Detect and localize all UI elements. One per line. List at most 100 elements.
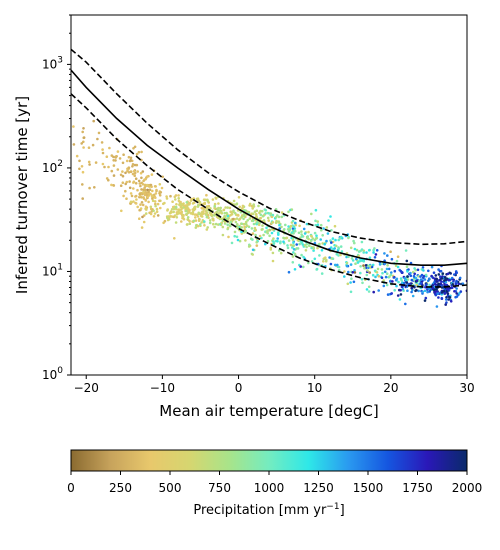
data-point	[142, 220, 146, 224]
data-point	[432, 276, 435, 280]
data-point	[197, 211, 200, 215]
data-point	[303, 232, 307, 235]
data-point	[271, 213, 275, 217]
data-point	[406, 275, 409, 278]
data-point	[402, 281, 406, 285]
data-point	[250, 252, 254, 256]
data-point	[276, 237, 280, 240]
data-point	[292, 251, 295, 254]
data-point	[325, 239, 328, 243]
data-point	[428, 290, 432, 293]
data-point	[286, 228, 290, 231]
data-point	[445, 301, 448, 304]
data-point	[446, 292, 450, 296]
data-point	[139, 207, 143, 210]
data-point	[140, 150, 143, 154]
data-point	[261, 224, 264, 227]
data-point	[240, 226, 243, 229]
data-point	[291, 255, 295, 258]
data-point	[101, 151, 105, 155]
data-point	[385, 267, 389, 271]
data-point	[396, 265, 400, 269]
data-point	[434, 283, 437, 286]
data-point	[415, 279, 419, 283]
data-point	[193, 213, 197, 216]
data-point	[336, 263, 339, 267]
data-point	[359, 249, 362, 253]
data-point	[316, 223, 320, 226]
data-point	[139, 171, 143, 175]
data-point	[322, 260, 325, 263]
data-point	[277, 220, 281, 223]
data-point	[361, 281, 364, 285]
data-point	[328, 256, 331, 259]
data-point	[264, 209, 268, 212]
data-point	[160, 186, 164, 190]
data-point	[371, 273, 375, 277]
data-point	[96, 137, 99, 141]
data-point	[229, 213, 232, 217]
data-point	[310, 260, 314, 263]
data-point	[200, 206, 203, 210]
data-point	[194, 205, 197, 209]
data-point	[291, 261, 295, 264]
data-point	[393, 289, 397, 292]
data-point	[81, 183, 84, 186]
data-point	[72, 143, 76, 146]
data-point	[105, 155, 109, 158]
data-point	[236, 238, 240, 242]
data-point	[196, 204, 200, 207]
data-point	[327, 219, 330, 222]
fit-line-bound-1	[71, 48, 467, 246]
data-point	[144, 205, 148, 208]
data-point	[437, 296, 440, 299]
data-point	[349, 246, 353, 250]
data-point	[132, 169, 136, 173]
data-point	[132, 180, 136, 183]
data-point	[217, 206, 220, 210]
data-point	[309, 234, 313, 238]
data-point	[194, 216, 197, 219]
data-point	[153, 185, 157, 188]
data-point	[338, 237, 342, 240]
data-point	[318, 254, 321, 257]
data-point	[183, 204, 187, 208]
data-point	[259, 216, 263, 220]
data-point	[138, 192, 141, 196]
data-point	[149, 212, 153, 216]
data-point	[200, 221, 203, 224]
data-point	[262, 219, 266, 222]
data-point	[448, 295, 451, 299]
data-point	[135, 198, 138, 201]
data-point	[383, 252, 386, 255]
data-point	[131, 165, 134, 168]
data-point	[202, 202, 206, 206]
data-point	[112, 159, 115, 162]
data-point	[142, 197, 146, 200]
data-point	[399, 288, 402, 292]
data-point	[251, 212, 255, 216]
data-point	[226, 226, 230, 230]
data-point	[107, 165, 110, 169]
data-point	[443, 292, 447, 295]
data-point	[145, 183, 149, 187]
data-point	[242, 214, 246, 217]
data-point	[355, 257, 358, 261]
data-point	[272, 237, 275, 240]
data-point	[325, 226, 329, 229]
data-point	[347, 255, 350, 259]
data-point	[284, 223, 287, 227]
data-point	[145, 191, 148, 194]
data-point	[112, 184, 116, 187]
y-axis-ticks: 100 101 102 103	[42, 14, 71, 382]
data-point	[367, 285, 371, 289]
data-point	[142, 214, 146, 217]
data-point	[127, 155, 131, 159]
data-point	[440, 277, 444, 280]
data-point	[423, 299, 427, 302]
colorbar-tick-label: 2000	[452, 481, 483, 495]
data-point	[283, 237, 286, 240]
data-point	[210, 213, 213, 216]
data-point	[94, 161, 98, 164]
data-point	[175, 203, 178, 206]
